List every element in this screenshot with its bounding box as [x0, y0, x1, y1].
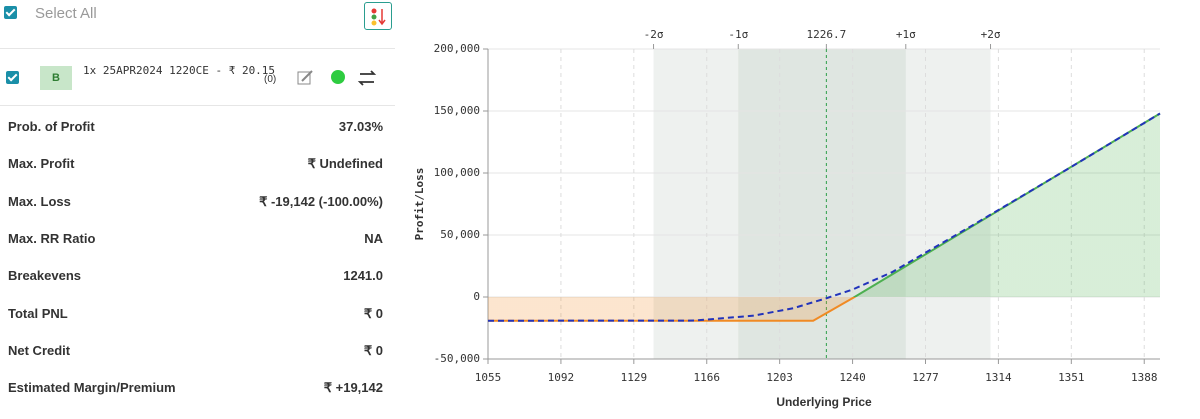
- top-tick-label: +1σ: [896, 28, 916, 41]
- select-all-label[interactable]: Select All: [35, 5, 97, 22]
- summary-panel: Select All B 1x 25APR2024 1220CE - ₹ 20.…: [0, 0, 395, 419]
- x-tick-label: 1092: [548, 371, 575, 384]
- stat-value: ₹ Undefined: [307, 156, 383, 172]
- select-all-checkbox[interactable]: [4, 6, 17, 19]
- y-tick-label: 50,000: [440, 228, 480, 241]
- edit-icon[interactable]: [297, 71, 311, 85]
- stat-label: Max. Profit: [8, 156, 75, 172]
- x-tick-label: 1203: [766, 371, 793, 384]
- sort-button[interactable]: [364, 2, 392, 30]
- y-tick-label: 200,000: [434, 42, 480, 55]
- stat-label: Breakevens: [8, 268, 81, 284]
- stat-label: Max. Loss: [8, 193, 71, 209]
- stat-row: Max. Loss ₹ -19,142 (-100.00%): [8, 194, 383, 209]
- leg-description: 1x 25APR2024 1220CE - ₹ 20.15: [83, 64, 276, 77]
- stat-row: Prob. of Profit 37.03%: [8, 119, 383, 134]
- x-tick-label: 1277: [912, 371, 939, 384]
- divider: [0, 105, 395, 106]
- y-tick-label: 150,000: [434, 104, 480, 117]
- top-tick-label: -2σ: [644, 28, 664, 41]
- y-tick-label: 0: [473, 290, 480, 303]
- stat-value: 1241.0: [343, 268, 383, 284]
- stat-value: ₹ -19,142 (-100.00%): [259, 193, 383, 209]
- leg-actions: [297, 70, 377, 86]
- stat-row: Total PNL ₹ 0: [8, 306, 383, 321]
- stat-row: Net Credit ₹ 0: [8, 343, 383, 358]
- repeat-icon[interactable]: [357, 70, 377, 86]
- x-tick-label: 1388: [1131, 371, 1158, 384]
- y-tick-label: 100,000: [434, 166, 480, 179]
- x-tick-label: 1314: [985, 371, 1012, 384]
- stat-value: 37.03%: [338, 119, 383, 134]
- leg-checkbox[interactable]: [6, 71, 19, 84]
- stat-label: Estimated Margin/Premium: [8, 380, 176, 396]
- leg-count: (0): [264, 74, 277, 85]
- stat-label: Total PNL: [8, 305, 68, 321]
- stat-value: NA: [364, 230, 383, 246]
- stat-value: ₹ 0: [363, 305, 383, 321]
- status-dot[interactable]: [331, 70, 345, 84]
- divider: [0, 48, 395, 49]
- sort-icon: [371, 8, 386, 26]
- leg-side: B: [40, 66, 72, 90]
- stat-label: Prob. of Profit: [8, 119, 95, 134]
- stat-row: Breakevens 1241.0: [8, 268, 383, 283]
- y-tick-label: -50,000: [434, 352, 480, 365]
- top-tick-label: -1σ: [728, 28, 748, 41]
- x-tick-label: 1351: [1058, 371, 1085, 384]
- stat-label: Net Credit: [8, 342, 71, 358]
- payoff-area: [488, 113, 1160, 321]
- x-tick-label: 1129: [621, 371, 648, 384]
- x-tick-label: 1240: [839, 371, 866, 384]
- x-tick-label: 1166: [693, 371, 720, 384]
- stat-row: Max. RR Ratio NA: [8, 231, 383, 246]
- payoff-chart: Profit/Loss Underlying Price -50,000 0 50,…: [413, 28, 1161, 409]
- y-axis-title: Profit/Loss: [413, 168, 426, 241]
- x-axis-title: Underlying Price: [776, 395, 872, 409]
- x-tick-label: 1055: [475, 371, 502, 384]
- stat-row: Estimated Margin/Premium ₹ +19,142: [8, 380, 383, 395]
- stat-label: Max. RR Ratio: [8, 230, 96, 246]
- top-tick-label: 1226.7: [806, 28, 846, 41]
- stat-value: ₹ 0: [363, 342, 383, 358]
- stat-value: ₹ +19,142: [323, 380, 383, 396]
- stat-row: Max. Profit ₹ Undefined: [8, 156, 383, 171]
- top-tick-label: +2σ: [981, 28, 1001, 41]
- payoff-line: [487, 112, 1161, 322]
